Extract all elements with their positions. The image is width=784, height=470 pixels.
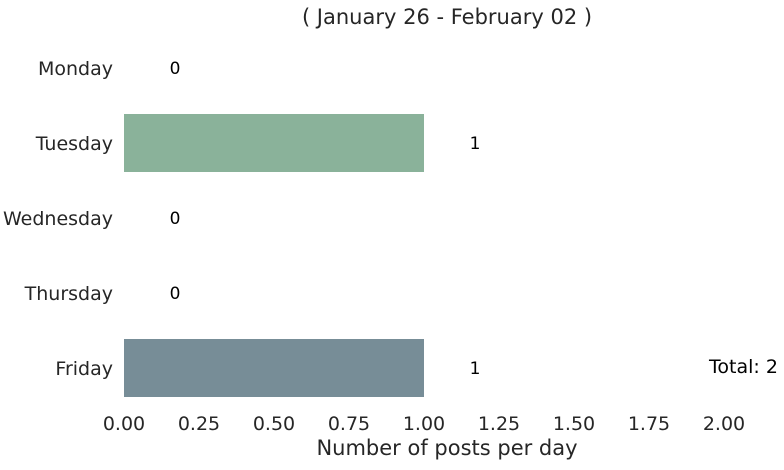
chart-title: ( January 26 - February 02 ) — [302, 5, 592, 29]
category-label-wednesday: Wednesday — [3, 208, 113, 230]
x-tick-label: 0.25 — [178, 413, 220, 435]
x-tick-labels: 0.00 0.25 0.50 0.75 1.00 1.25 1.50 1.75 2.00 — [103, 413, 745, 435]
x-tick-label: 0.75 — [328, 413, 370, 435]
category-label-friday: Friday — [55, 358, 113, 380]
bars-group — [124, 114, 424, 397]
bar-friday — [124, 339, 424, 397]
x-tick-label: 2.00 — [703, 413, 745, 435]
category-label-tuesday: Tuesday — [35, 133, 113, 155]
x-tick-label: 1.50 — [553, 413, 595, 435]
x-tick-label: 1.25 — [478, 413, 520, 435]
x-tick-label: 1.75 — [628, 413, 670, 435]
category-labels: Monday Tuesday Wednesday Thursday Friday — [3, 58, 113, 380]
data-label-tuesday: 1 — [470, 134, 481, 154]
x-axis-label: Number of posts per day — [316, 436, 577, 460]
bar-tuesday — [124, 114, 424, 172]
x-tick-label: 1.00 — [403, 413, 445, 435]
x-tick-label: 0.00 — [103, 413, 145, 435]
data-labels: 0 1 0 0 1 — [170, 59, 481, 379]
total-label: Total: 2 — [708, 356, 778, 378]
data-label-thursday: 0 — [170, 284, 181, 304]
x-tick-label: 0.50 — [253, 413, 295, 435]
data-label-wednesday: 0 — [170, 209, 181, 229]
data-label-monday: 0 — [170, 59, 181, 79]
category-label-thursday: Thursday — [24, 283, 113, 305]
data-label-friday: 1 — [470, 359, 481, 379]
category-label-monday: Monday — [38, 58, 113, 80]
